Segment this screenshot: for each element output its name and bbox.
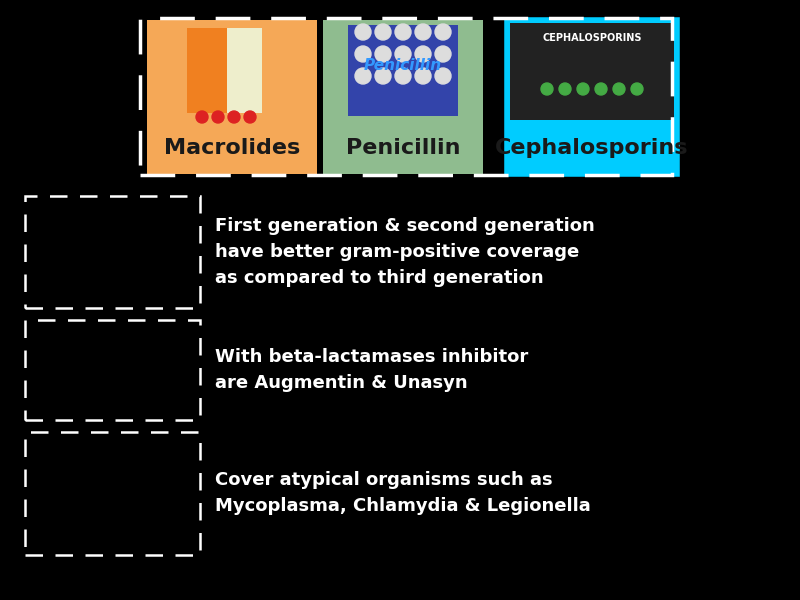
Bar	[25, 320, 200, 420]
Bar	[187, 28, 262, 113]
Bar	[348, 25, 458, 116]
Bar	[147, 20, 317, 174]
Text: Macrolides: Macrolides	[164, 137, 300, 157]
Circle shape	[613, 83, 625, 95]
Bar	[25, 196, 200, 308]
Circle shape	[196, 111, 208, 123]
Circle shape	[375, 24, 391, 40]
Circle shape	[415, 46, 431, 62]
Bar	[510, 23, 674, 120]
Circle shape	[415, 24, 431, 40]
Circle shape	[435, 24, 451, 40]
Circle shape	[395, 24, 411, 40]
Text: Cover atypical organisms such as
Mycoplasma, Chlamydia & Legionella: Cover atypical organisms such as Mycopla…	[215, 471, 590, 515]
Circle shape	[395, 68, 411, 84]
Circle shape	[355, 24, 371, 40]
Circle shape	[355, 68, 371, 84]
Bar	[323, 20, 483, 174]
Circle shape	[435, 68, 451, 84]
Text: Cephalosporins: Cephalosporins	[495, 137, 689, 157]
Circle shape	[355, 46, 371, 62]
Circle shape	[595, 83, 607, 95]
Circle shape	[375, 68, 391, 84]
Circle shape	[435, 46, 451, 62]
Circle shape	[375, 46, 391, 62]
Text: First generation & second generation
have better gram-positive coverage
as compa: First generation & second generation hav…	[215, 217, 594, 287]
Bar	[187, 28, 227, 113]
Circle shape	[541, 83, 553, 95]
Circle shape	[212, 111, 224, 123]
Text: Penicillin: Penicillin	[346, 137, 460, 157]
Circle shape	[577, 83, 589, 95]
Bar	[140, 18, 672, 175]
Circle shape	[244, 111, 256, 123]
Text: CEPHALOSPORINS: CEPHALOSPORINS	[542, 33, 642, 43]
Text: Penicillin: Penicillin	[364, 58, 442, 73]
Circle shape	[559, 83, 571, 95]
Circle shape	[228, 111, 240, 123]
Circle shape	[395, 46, 411, 62]
Text: With beta-lactamases inhibitor
are Augmentin & Unasyn: With beta-lactamases inhibitor are Augme…	[215, 348, 528, 392]
Bar	[25, 432, 200, 555]
Bar	[507, 20, 677, 174]
Circle shape	[631, 83, 643, 95]
Circle shape	[415, 68, 431, 84]
